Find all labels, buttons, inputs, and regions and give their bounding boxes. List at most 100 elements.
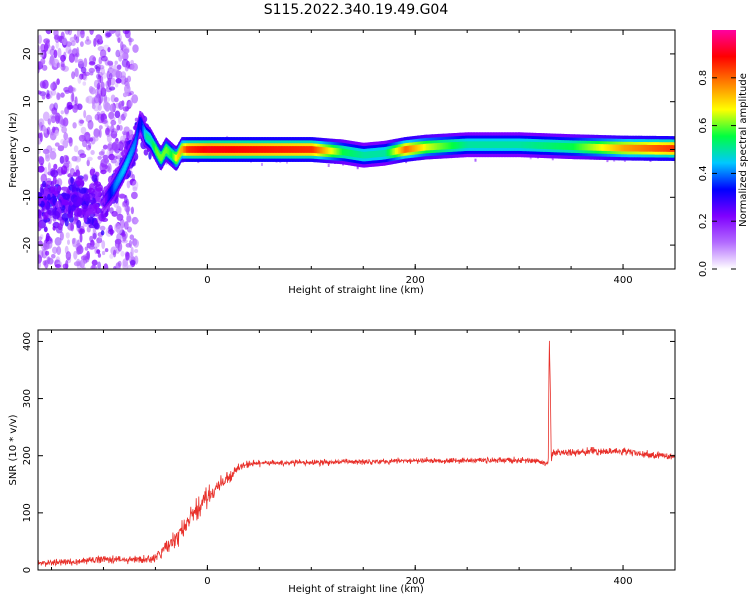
heatmap-cell: [413, 144, 416, 152]
heatmap-cell: [474, 141, 477, 149]
heatmap-cell: [575, 143, 578, 151]
heatmap-cell: [638, 144, 641, 152]
heatmap-cell: [653, 145, 656, 152]
heatmap-cell: [360, 151, 363, 159]
heatmap-cell: [261, 162, 263, 166]
heatmap-cell: [114, 60, 118, 65]
heatmap-cell: [479, 141, 482, 149]
heatmap-cell: [52, 210, 61, 220]
heatmap-cell: [189, 146, 192, 153]
heatmap-cell: [53, 49, 58, 59]
heatmap-cell: [650, 144, 653, 152]
heatmap-cell: [63, 132, 69, 141]
y-tick-label: 0: [22, 567, 33, 573]
heatmap-cell: [555, 142, 558, 150]
heatmap-cell: [57, 145, 65, 152]
heatmap-cell: [40, 43, 46, 53]
heatmap-cell: [388, 148, 391, 156]
heatmap-cell: [114, 238, 122, 245]
heatmap-cell: [201, 146, 204, 153]
heatmap-cell: [125, 159, 128, 170]
heatmap-cell: [89, 55, 96, 65]
heatmap-cell: [312, 146, 315, 154]
heatmap-cell: [557, 142, 560, 150]
heatmap-cell: [71, 155, 78, 162]
heatmap-cell: [652, 144, 655, 152]
heatmap-cell: [116, 124, 120, 131]
heatmap-cell: [63, 51, 67, 60]
heatmap-cell: [65, 232, 70, 239]
heatmap-cell: [215, 146, 218, 153]
heatmap-cell: [63, 161, 67, 166]
heatmap-cell: [86, 159, 90, 167]
heatmap-cell: [129, 260, 136, 265]
heatmap-cell: [80, 126, 87, 135]
heatmap-cell: [80, 30, 85, 39]
heatmap-cell: [79, 233, 83, 243]
heatmap-cell: [165, 161, 168, 165]
heatmap-cell: [320, 146, 323, 154]
heatmap-cell: [550, 142, 553, 150]
heatmap-cell: [508, 141, 511, 149]
heatmap-cell: [110, 124, 115, 133]
y-tick-label: -20: [22, 237, 33, 253]
heatmap-cell: [136, 127, 139, 141]
heatmap-cell: [457, 141, 460, 149]
heatmap-cell: [62, 193, 71, 200]
heatmap-cell: [642, 144, 645, 152]
heatmap-cell: [52, 175, 57, 185]
snr-frame: [37, 329, 676, 571]
heatmap-cell: [290, 146, 293, 153]
heatmap-cell: [368, 151, 371, 159]
heatmap-cell: [39, 80, 46, 89]
heatmap-cell: [38, 118, 45, 128]
colorbar-ticks: 0.0 0.2 0.4 0.6 0.8: [698, 70, 736, 277]
heatmap-cell: [553, 142, 556, 150]
heatmap-cell: [118, 140, 126, 145]
heatmap-cell: [121, 232, 126, 237]
heatmap-cell: [186, 146, 189, 153]
heatmap-cell: [106, 134, 112, 143]
heatmap-cell: [528, 141, 532, 149]
heatmap-cell: [634, 144, 638, 152]
heatmap-cell: [123, 48, 130, 54]
heatmap-cell: [74, 96, 78, 106]
heatmap-cell: [536, 142, 539, 149]
heatmap-cell: [122, 261, 129, 269]
heatmap-cell: [106, 192, 109, 202]
heatmap-cell: [110, 94, 116, 103]
heatmap-cell: [60, 60, 65, 68]
heatmap-cell: [318, 146, 321, 154]
heatmap-cell: [115, 78, 122, 84]
heatmap-cell: [533, 141, 536, 149]
heatmap-cell: [65, 251, 72, 261]
heatmap-cell: [89, 87, 96, 95]
heatmap-cell: [52, 81, 56, 91]
heatmap-cell: [647, 144, 650, 152]
heatmap-cell: [323, 147, 326, 154]
snr-plot-area: [38, 340, 675, 567]
heatmap-cell: [93, 135, 99, 142]
heatmap-cell: [76, 103, 83, 111]
heatmap-cell: [75, 52, 80, 58]
heatmap-cell: [74, 53, 78, 63]
heatmap-cell: [72, 237, 77, 248]
heatmap-cell: [120, 169, 123, 179]
heatmap-cell: [148, 151, 152, 160]
heatmap-cell: [75, 176, 83, 185]
heatmap-cell: [184, 146, 187, 153]
heatmap-cell: [70, 205, 76, 211]
heatmap-cell: [496, 141, 499, 149]
heatmap-cell: [200, 146, 203, 153]
heatmap-cell: [580, 143, 583, 151]
heatmap-cell: [38, 137, 42, 145]
heatmap-cell: [641, 144, 644, 152]
heatmap-cell: [142, 124, 145, 136]
heatmap-cell: [83, 57, 88, 68]
heatmap-cell: [106, 143, 113, 152]
heatmap-cell: [83, 214, 88, 223]
heatmap-cell: [357, 150, 360, 158]
heatmap-cell: [93, 79, 99, 88]
heatmap-cell: [592, 143, 595, 151]
heatmap-cell: [279, 146, 282, 153]
